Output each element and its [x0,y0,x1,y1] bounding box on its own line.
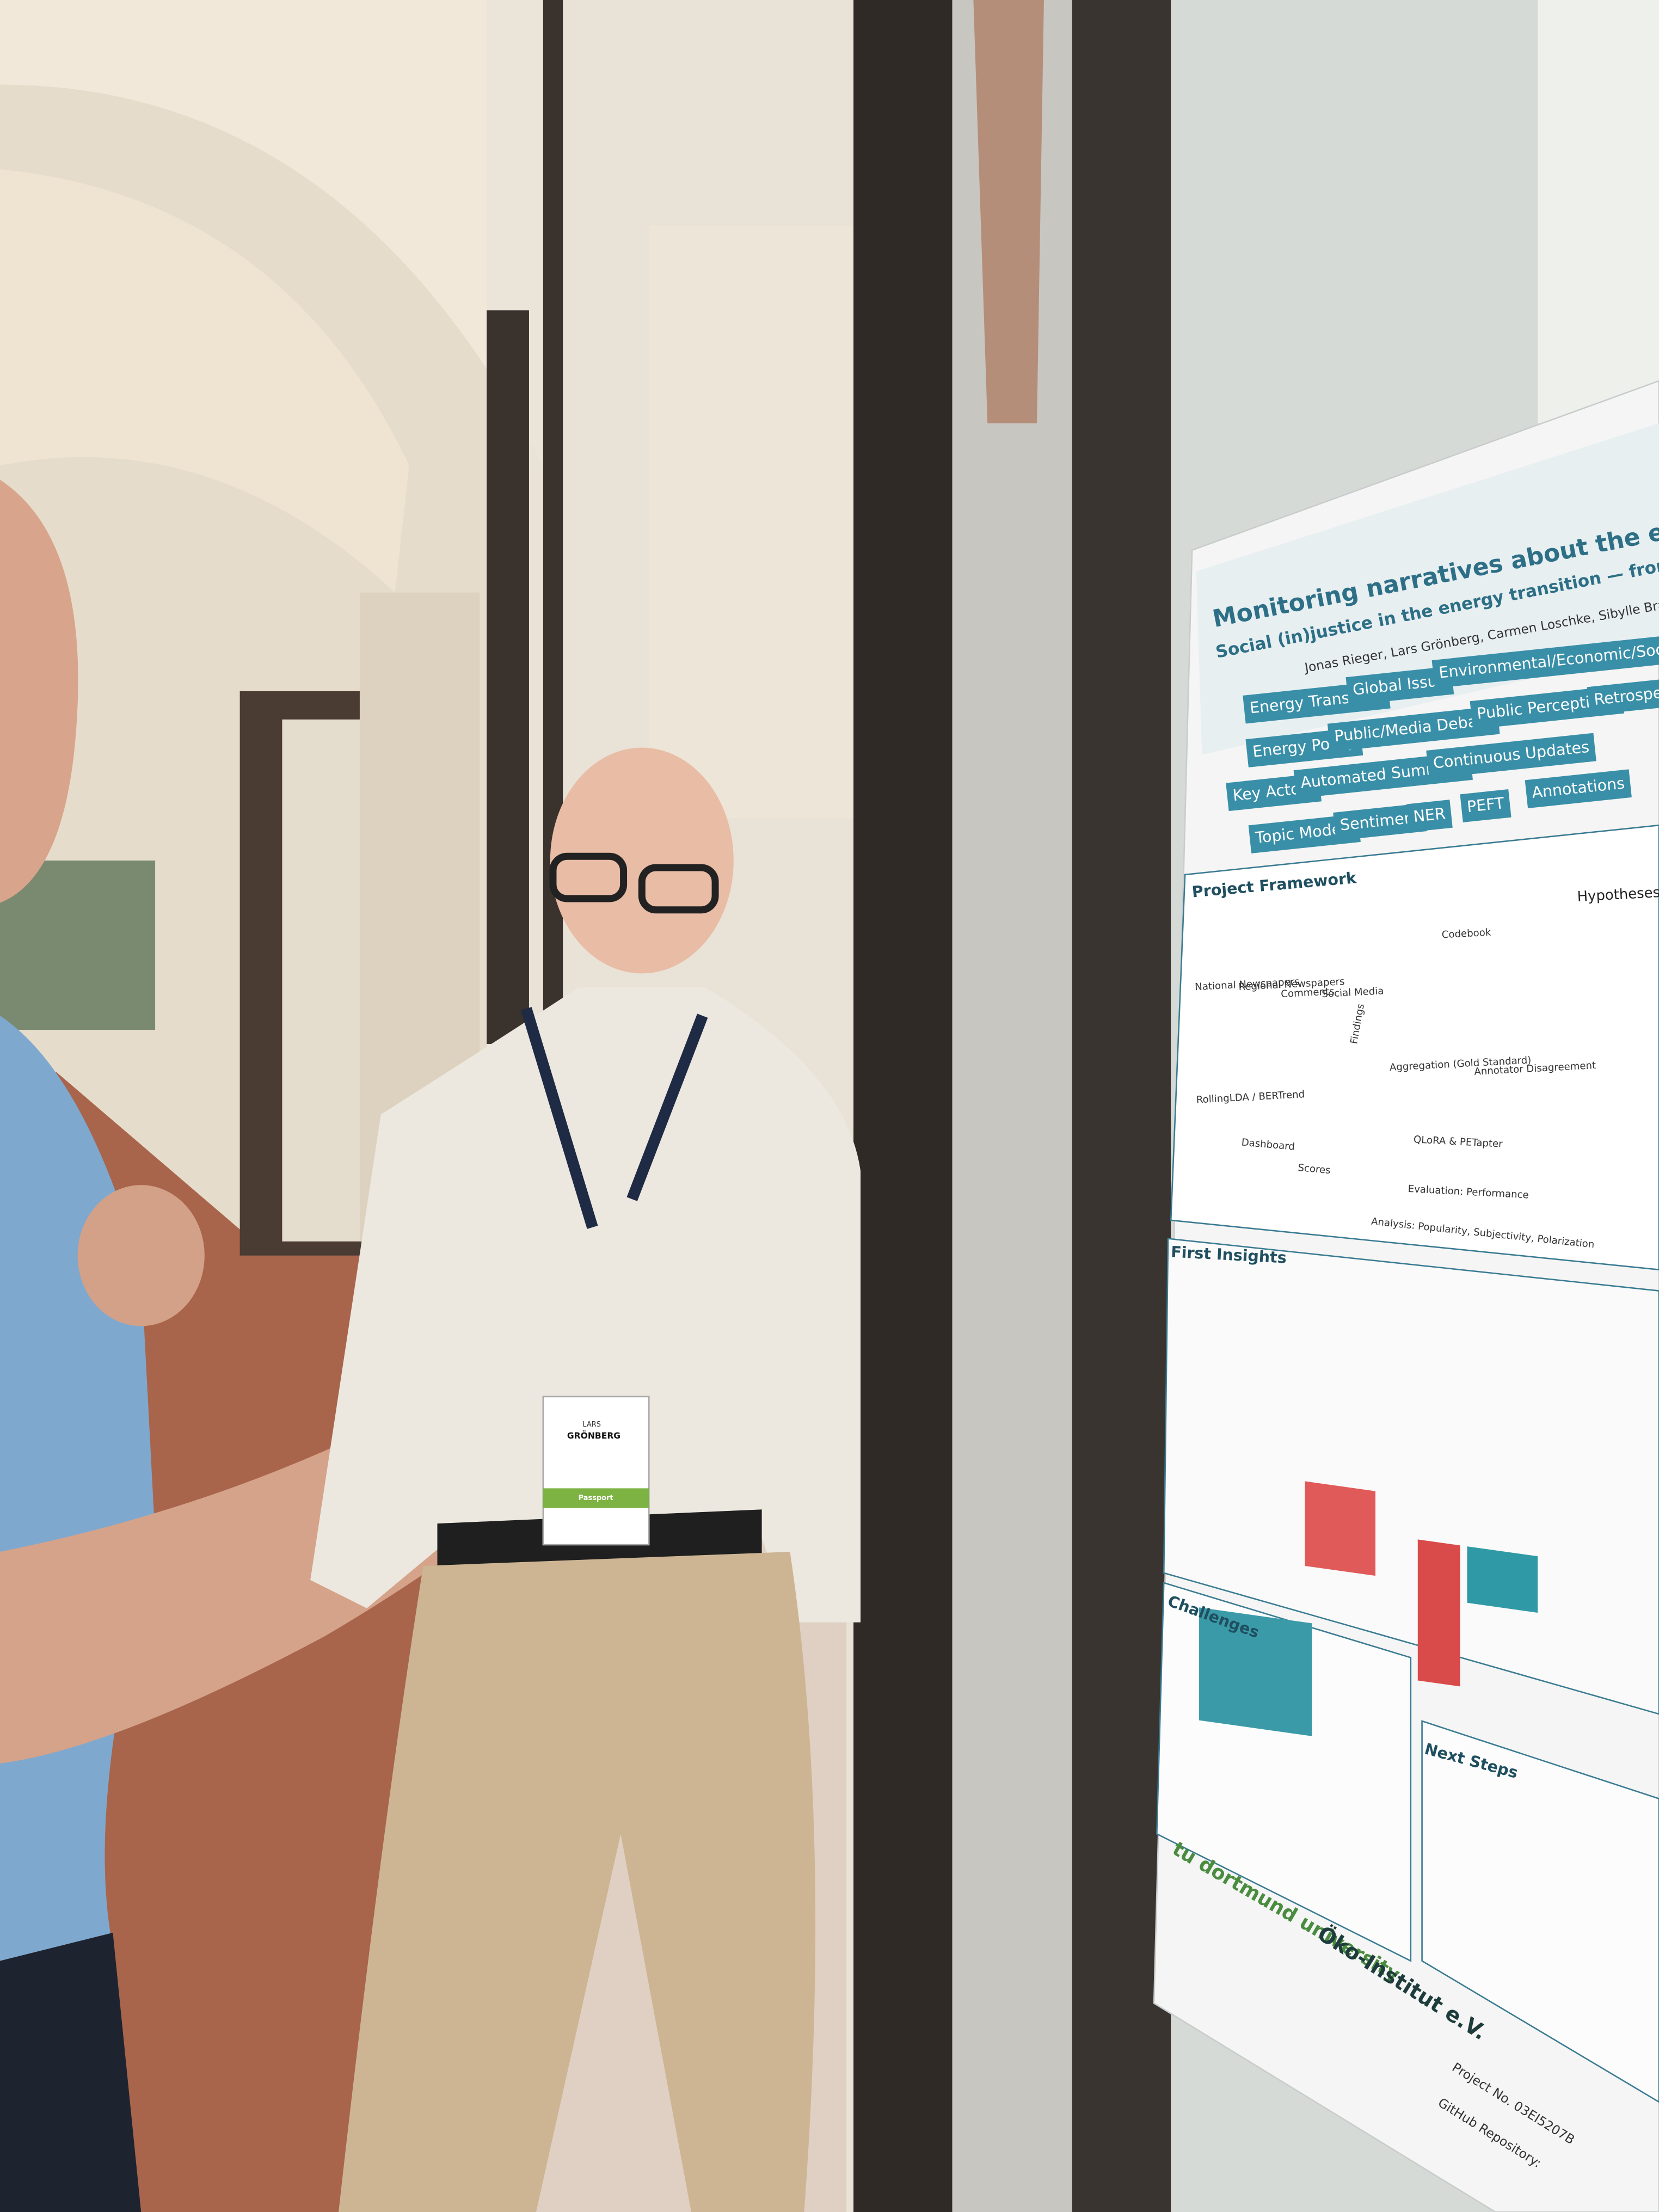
badge-stripe [543,1488,649,1508]
keyword-tag: NER [1406,800,1453,833]
window-frame [487,310,529,1044]
keyword-tag: PEFT [1460,789,1511,822]
keyword-box [1460,789,1511,822]
keyword-box [1345,666,1454,705]
window-frame [1072,0,1171,2212]
window-frame [853,0,953,2212]
keyword-box [1406,800,1453,833]
garden-opening [0,861,156,1030]
insight-bars [1467,1546,1538,1613]
framework-label: Comments [1281,986,1335,1000]
badge-label: Passport [579,1494,613,1502]
drainpipe-reflection [973,0,1044,423]
keyword-tag: Annotations [1525,769,1632,808]
badge-name: GRÖNBERG [567,1430,620,1441]
badge [542,1396,650,1546]
wall-highlight [1538,0,1659,423]
reflection-column [649,225,875,819]
lanyard [520,1007,708,1229]
next-steps-panel [1421,1720,1659,2103]
keyword-box [1248,814,1361,853]
person-head [550,747,734,974]
keyword-tag: Sentiment [1333,803,1427,841]
keyword-tag: Retrospe [1587,679,1659,715]
door-glass [282,719,367,1242]
person-face [0,480,78,903]
keyword-box [1587,679,1659,715]
glasses [549,852,628,902]
person-hand [77,1185,205,1326]
framework-panel [1170,824,1659,1270]
keyword-box [1333,803,1427,841]
person-shirt [310,987,861,1623]
framework-label: Codebook [1441,927,1491,941]
keyword-box [1525,769,1632,808]
insight-bars [1199,1607,1312,1736]
keyword-tag: Global Issue [1345,666,1454,705]
keyword-box [1470,685,1625,729]
keyword: PEFT [1466,794,1506,816]
insight-bars [1417,1539,1460,1687]
glasses [638,864,719,914]
badge-name: LARS [582,1421,601,1429]
keyword-box [1327,706,1500,752]
person-trousers [0,1932,142,2212]
keyword-box [1426,733,1596,779]
keyword-box [1431,634,1659,689]
person-trousers [339,1552,816,2212]
vault [0,0,550,480]
keyword: NER [1412,804,1446,826]
framework-label: Scores [1298,1162,1331,1176]
vault [0,169,409,593]
insight-bars [1305,1481,1376,1576]
